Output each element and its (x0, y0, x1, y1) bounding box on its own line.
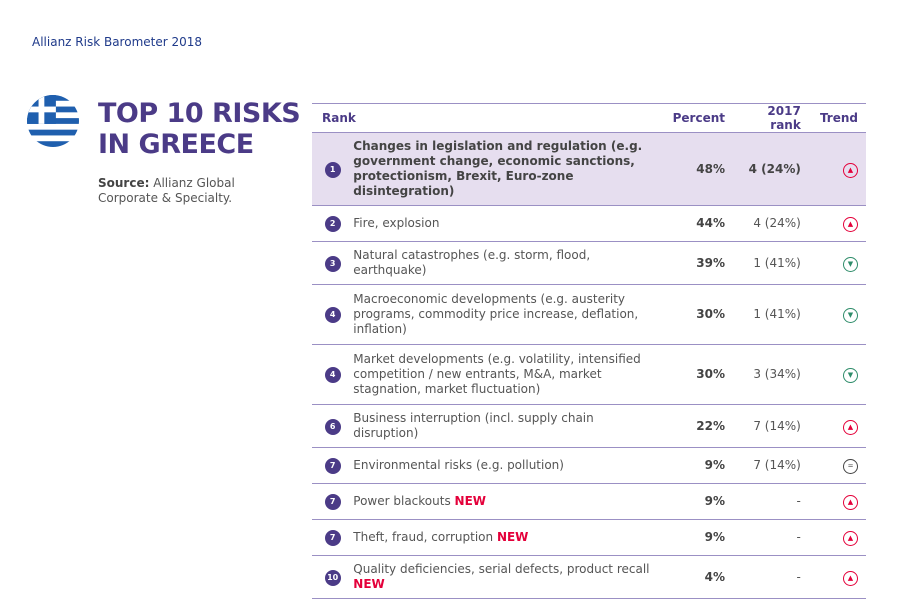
rank-badge: 4 (324, 307, 341, 323)
risk-table: Rank Percent 2017 rank Trend 1 Changes i… (312, 103, 866, 599)
table-row: 4 Macroeconomic developments (e.g. auste… (312, 284, 866, 345)
trend-down-icon: ▼ (843, 368, 858, 383)
page-title: TOP 10 RISKS IN GREECE (98, 98, 301, 160)
rank-2017: 7 (14%) (729, 404, 805, 448)
rank-2017: 1 (41%) (729, 241, 805, 285)
rank-2017: 4 (24%) (729, 205, 805, 242)
trend-up-icon: ▲ (843, 217, 858, 232)
risk-name: Environmental risks (e.g. pollution) (353, 458, 564, 472)
trend-down-icon: ▼ (843, 256, 858, 272)
trend-up-icon: ▲ (843, 570, 858, 586)
trend-up-icon: ▲ (843, 162, 858, 178)
percent: 39% (661, 241, 730, 285)
percent: 9% (661, 447, 730, 484)
risk-name: Macroeconomic developments (e.g. austeri… (353, 292, 639, 336)
percent: 44% (661, 205, 730, 242)
table-row: 4 Market developments (e.g. volatility, … (312, 344, 866, 405)
risk-name: Fire, explosion (353, 216, 440, 230)
greece-flag-icon (27, 95, 79, 147)
percent: 9% (661, 483, 730, 520)
trend-same-icon: = (843, 459, 858, 474)
table-row: 2 Fire, explosion 44% 4 (24%) ▲ (312, 205, 866, 242)
new-badge: NEW (353, 577, 385, 591)
rank-2017: 7 (14%) (729, 447, 805, 484)
rank-badge: 4 (324, 367, 341, 383)
rank-2017: - (729, 483, 805, 520)
percent: 4% (661, 555, 730, 599)
percent: 30% (661, 344, 730, 405)
new-badge: NEW (496, 530, 529, 544)
rank-badge: 1 (324, 161, 341, 178)
trend-up-icon: ▲ (843, 419, 858, 435)
risk-name: Power blackouts (353, 494, 455, 508)
col-rank: Rank (312, 103, 662, 133)
percent: 48% (661, 132, 730, 206)
source-note: Source: Allianz Global Corporate & Speci… (98, 176, 235, 205)
percent: 22% (661, 404, 730, 448)
rank-badge: 2 (324, 216, 341, 232)
risk-name: Theft, fraud, corruption (353, 530, 497, 544)
col-2017-rank: 2017 rank (729, 103, 805, 133)
risk-name: Natural catastrophes (e.g. storm, flood,… (353, 248, 591, 277)
trend-down-icon: ▼ (843, 308, 858, 323)
percent: 30% (661, 284, 730, 345)
rank-2017: 3 (34%) (729, 344, 805, 405)
rank-badge: 10 (324, 569, 341, 586)
risk-name: Quality deficiencies, serial defects, pr… (353, 562, 650, 576)
rank-badge: 6 (324, 418, 341, 435)
risk-name: Market developments (e.g. volatility, in… (353, 352, 641, 396)
table-row: 7 Power blackouts NEW 9% - ▲ (312, 483, 866, 520)
trend-up-icon: ▲ (843, 495, 858, 510)
table-row: 3 Natural catastrophes (e.g. storm, floo… (312, 241, 866, 285)
table-row: 1 Changes in legislation and regulation … (312, 132, 866, 206)
col-percent: Percent (661, 103, 730, 133)
rank-badge: 7 (324, 494, 341, 510)
trend-up-icon: ▲ (843, 531, 858, 546)
percent: 9% (661, 519, 730, 556)
table-row: 7 Environmental risks (e.g. pollution) 9… (312, 447, 866, 484)
risk-name: Changes in legislation and regulation (e… (353, 139, 643, 198)
rank-badge: 3 (324, 255, 341, 272)
rank-2017: 1 (41%) (729, 284, 805, 345)
risk-name: Business interruption (incl. supply chai… (353, 411, 594, 440)
rank-badge: 7 (324, 530, 341, 546)
table-row: 6 Business interruption (incl. supply ch… (312, 404, 866, 448)
report-header: Allianz Risk Barometer 2018 (32, 35, 203, 49)
rank-2017: - (729, 555, 805, 599)
new-badge: NEW (454, 494, 487, 508)
rank-badge: 7 (324, 458, 341, 474)
col-trend: Trend (804, 103, 866, 133)
table-row: 7 Theft, fraud, corruption NEW 9% - ▲ (312, 519, 866, 556)
table-row: 10 Quality deficiencies, serial defects,… (312, 555, 866, 599)
rank-2017: - (729, 519, 805, 556)
rank-2017: 4 (24%) (729, 132, 805, 206)
